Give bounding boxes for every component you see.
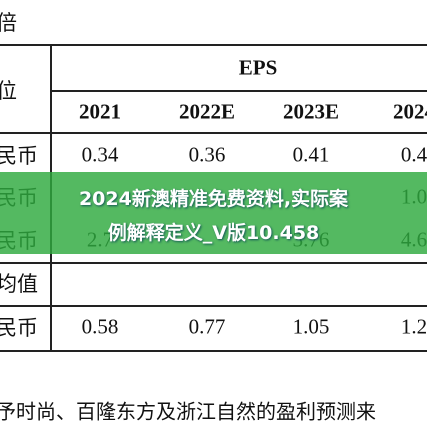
cell: 0.36: [188, 142, 226, 167]
banner-line: 2024新澳精准免费资料,实际案: [78, 188, 349, 210]
column-header: 2024: [393, 99, 427, 124]
banner: 2024新澳精准免费资料,实际案 例解释定义_V版10.458: [0, 172, 427, 254]
column-header: 2023E: [282, 99, 340, 124]
cell: 0.34: [81, 142, 119, 167]
banner-line: 例解释定义_V版10.458: [107, 222, 320, 244]
cell: 0.41: [292, 142, 330, 167]
column-header: 2021: [79, 99, 121, 124]
column-header: 2022E: [178, 99, 236, 124]
rule: [52, 90, 427, 92]
rule: [0, 44, 427, 46]
footnote: 予时尚、百隆东方及浙江自然的盈利预测来: [0, 401, 376, 424]
cell: 0.4: [400, 142, 427, 167]
rule: [0, 350, 427, 352]
cell: 0.58: [81, 314, 119, 339]
row-label: 民币: [0, 316, 38, 340]
corner-top: 倍: [0, 11, 17, 35]
rule: [0, 262, 427, 264]
group-header: EPS: [238, 55, 278, 80]
cell: 1.2: [400, 314, 427, 339]
cell: 1.05: [292, 314, 330, 339]
section: 均值: [0, 272, 38, 296]
rule: [0, 132, 427, 134]
corner-unit: 位: [0, 79, 17, 103]
row-label: 民币: [0, 144, 38, 168]
cell: 0.77: [188, 314, 226, 339]
rule: [0, 305, 427, 307]
